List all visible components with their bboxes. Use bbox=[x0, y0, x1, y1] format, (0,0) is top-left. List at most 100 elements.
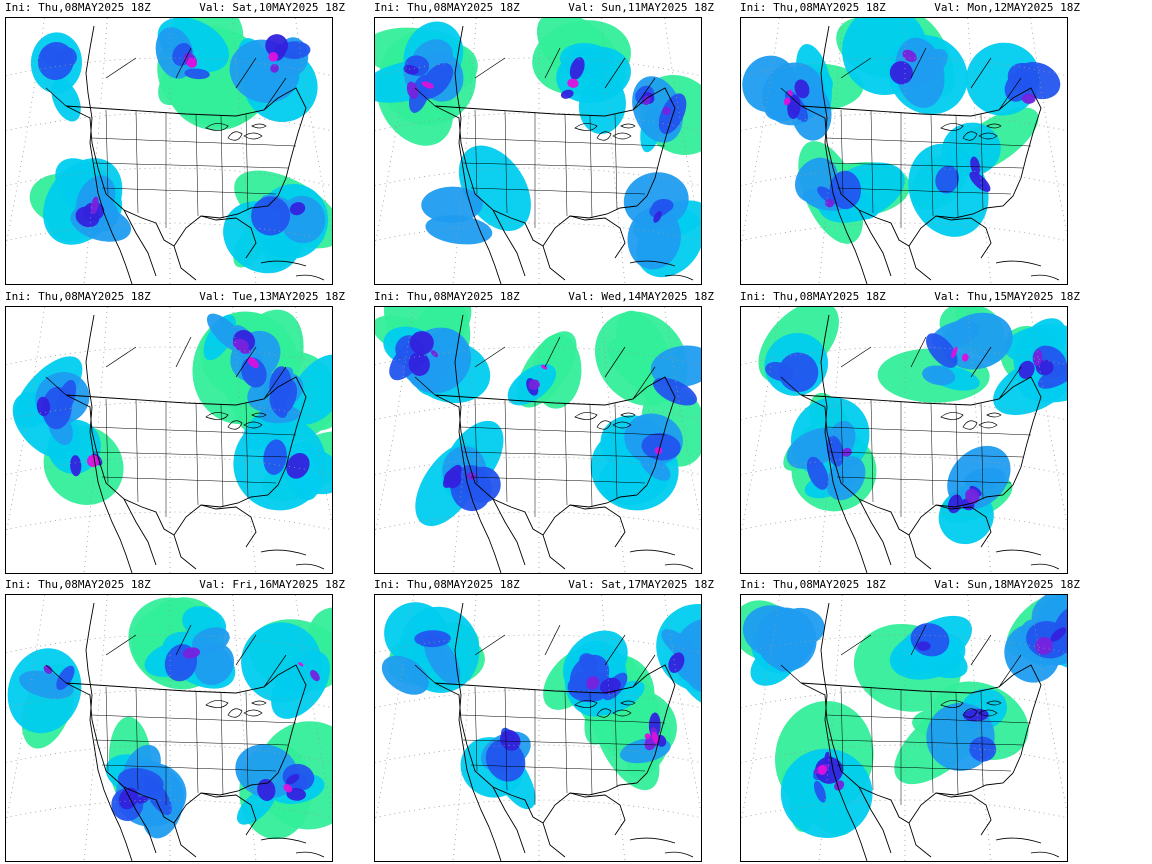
forecast-panel-8: Ini: Thu,08MAY2025 18Z Val: Sat,17MAY202… bbox=[374, 577, 714, 862]
coastline bbox=[858, 786, 932, 858]
longitude-line bbox=[232, 18, 257, 284]
coastline bbox=[260, 837, 325, 858]
forecast-panel-5: Ini: Thu,08MAY2025 18Z Val: Wed,14MAY202… bbox=[374, 289, 714, 574]
latitude-line bbox=[741, 511, 1067, 531]
map-canvas bbox=[6, 18, 332, 284]
precip-area bbox=[142, 775, 172, 816]
state-border bbox=[135, 110, 139, 214]
precip-area bbox=[652, 377, 697, 406]
state-border bbox=[589, 692, 593, 796]
precip-area bbox=[787, 94, 801, 119]
panel-header: Ini: Thu,08MAY2025 18Z Val: Sat,17MAY202… bbox=[374, 577, 714, 593]
country-border bbox=[434, 664, 676, 824]
state-border bbox=[105, 398, 109, 484]
coastline bbox=[569, 792, 626, 836]
lake-outline bbox=[227, 708, 243, 718]
coastline bbox=[200, 792, 257, 836]
latitude-line bbox=[6, 511, 332, 531]
state-border bbox=[135, 399, 139, 503]
precip-area bbox=[778, 607, 825, 646]
lake-outline bbox=[940, 412, 964, 420]
precip-area bbox=[420, 62, 454, 99]
lake-outline bbox=[205, 700, 229, 708]
precip-area bbox=[889, 61, 913, 85]
state-border bbox=[836, 476, 1012, 484]
panel-header: Ini: Thu,08MAY2025 18Z Val: Sun,18MAY202… bbox=[740, 577, 1080, 593]
precip-area bbox=[649, 199, 672, 218]
precip-area bbox=[654, 446, 663, 455]
coastline bbox=[85, 314, 133, 573]
precip-field bbox=[758, 307, 1067, 545]
precip-area bbox=[650, 345, 701, 388]
precip-area bbox=[825, 198, 835, 208]
lake-outline bbox=[596, 708, 612, 718]
precip-area bbox=[641, 432, 681, 461]
lake-outline bbox=[940, 123, 964, 131]
coastline bbox=[569, 215, 626, 259]
precip-area bbox=[942, 312, 1013, 370]
lake-outline bbox=[251, 123, 267, 129]
precip-area bbox=[969, 736, 997, 762]
precip-area bbox=[273, 379, 298, 416]
longitude-line bbox=[818, 307, 843, 573]
valid-time-label: Val: Sat,17MAY2025 18Z bbox=[568, 578, 714, 591]
map-canvas bbox=[6, 307, 332, 573]
precip-area bbox=[36, 396, 51, 417]
precip-area bbox=[578, 76, 626, 134]
lake-outline bbox=[986, 700, 1002, 706]
coastline bbox=[454, 602, 502, 861]
state-border bbox=[93, 451, 289, 458]
state-border bbox=[589, 404, 593, 508]
longitude-line bbox=[232, 595, 257, 861]
coastline bbox=[260, 260, 325, 281]
forecast-panel-1: Ini: Thu,08MAY2025 18Z Val: Sat,10MAY202… bbox=[5, 0, 345, 285]
lake-outline bbox=[620, 700, 636, 706]
valid-time-label: Val: Sat,10MAY2025 18Z bbox=[199, 1, 345, 14]
lake-outline bbox=[243, 709, 263, 717]
state-border bbox=[836, 764, 1012, 772]
precip-area bbox=[935, 165, 960, 194]
lake-outline bbox=[612, 132, 632, 140]
precip-area bbox=[289, 354, 332, 425]
state-border bbox=[980, 113, 984, 211]
state-border bbox=[101, 187, 277, 195]
valid-time-label: Val: Sun,18MAY2025 18Z bbox=[934, 578, 1080, 591]
map-canvas bbox=[741, 18, 1067, 284]
lake-outline bbox=[986, 412, 1002, 418]
precip-area bbox=[673, 618, 701, 685]
lake-outline bbox=[612, 421, 632, 429]
init-time-label: Ini: Thu,08MAY2025 18Z bbox=[374, 1, 520, 14]
province-border bbox=[414, 624, 656, 688]
precip-area bbox=[381, 655, 429, 695]
precipitation-map bbox=[374, 17, 702, 285]
precip-area bbox=[951, 346, 958, 358]
state-border bbox=[504, 687, 508, 791]
state-border bbox=[870, 687, 874, 791]
lake-outline bbox=[986, 123, 1002, 129]
precip-area bbox=[241, 357, 267, 388]
longitude-line bbox=[967, 307, 992, 573]
init-time-label: Ini: Thu,08MAY2025 18Z bbox=[5, 290, 151, 303]
precip-area bbox=[658, 93, 687, 135]
precip-area bbox=[40, 46, 64, 66]
state-border bbox=[840, 398, 844, 484]
precip-area bbox=[90, 196, 99, 215]
state-border bbox=[504, 399, 508, 503]
state-border bbox=[462, 739, 658, 746]
state-border bbox=[470, 187, 646, 195]
coastline bbox=[820, 25, 868, 284]
state-border bbox=[470, 476, 646, 484]
precip-area bbox=[500, 729, 521, 751]
precip-area bbox=[298, 662, 304, 667]
coastline bbox=[858, 498, 932, 570]
coastline bbox=[200, 504, 257, 548]
valid-time-label: Val: Mon,12MAY2025 18Z bbox=[934, 1, 1080, 14]
state-border bbox=[245, 690, 249, 788]
coastline bbox=[492, 209, 566, 281]
precip-area bbox=[430, 350, 439, 358]
precip-area bbox=[961, 353, 969, 362]
coastline bbox=[85, 602, 133, 861]
longitude-line bbox=[818, 18, 843, 284]
state-border bbox=[828, 739, 1024, 746]
precip-area bbox=[286, 774, 300, 785]
